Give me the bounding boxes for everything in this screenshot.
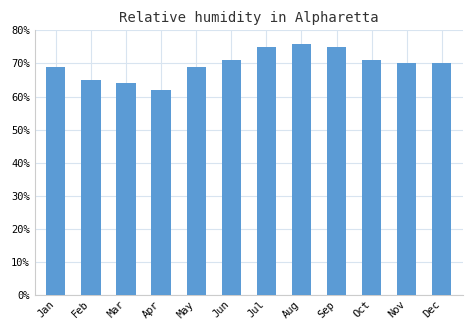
Bar <box>46 67 65 295</box>
Bar <box>292 44 311 295</box>
Bar <box>362 60 381 295</box>
Bar <box>151 90 171 295</box>
Bar <box>81 80 100 295</box>
Bar <box>432 64 451 295</box>
Bar <box>186 67 206 295</box>
Bar <box>327 47 346 295</box>
Bar <box>257 47 276 295</box>
Bar <box>397 64 416 295</box>
Title: Relative humidity in Alpharetta: Relative humidity in Alpharetta <box>119 11 379 25</box>
Bar <box>116 83 136 295</box>
Bar <box>222 60 241 295</box>
